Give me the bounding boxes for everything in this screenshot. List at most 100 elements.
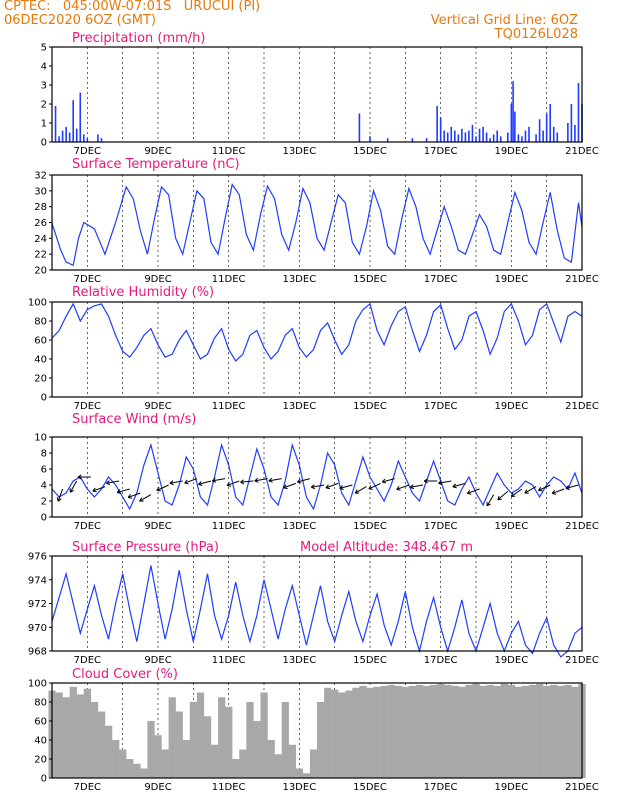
precipitation-bar <box>485 132 488 142</box>
cloud-cover-bar <box>253 721 261 778</box>
precipitation-bar <box>79 92 82 142</box>
precipitation-bar <box>83 134 85 142</box>
temperature-x-tick-label: 17DEC <box>424 274 458 285</box>
cloud-cover-bar <box>479 685 487 778</box>
humidity-series-line <box>51 302 583 362</box>
cloud-cover-bar <box>140 768 148 778</box>
precipitation-y-tick-label: 1 <box>41 119 47 130</box>
precipitation-bar <box>512 81 514 142</box>
wind-vector-arrow <box>139 494 152 502</box>
cloud-cover-y-tick-label: 80 <box>34 698 47 709</box>
precipitation-y-tick-label: 4 <box>41 62 47 73</box>
cloud-cover-bar <box>218 697 226 778</box>
wind-x-tick-label: 15DEC <box>353 521 387 532</box>
temperature-series-line <box>51 183 583 267</box>
pressure-y-tick-label: 974 <box>28 575 47 586</box>
humidity-y-tick-label: 60 <box>34 336 47 347</box>
cloud-cover-x-tick-label: 13DEC <box>282 782 316 793</box>
wind-x-tick-label: 11DEC <box>212 521 246 532</box>
header-location: CPTEC: 045:00W-07:01S URUCUI (PI) <box>4 0 261 14</box>
wind-vector-arrowhead <box>423 478 428 484</box>
pressure-x-tick-label: 15DEC <box>353 655 387 666</box>
cloud-cover-bar <box>126 759 134 778</box>
precipitation-bar <box>507 132 509 142</box>
precipitation-bar <box>545 113 548 142</box>
cloud-cover-bar <box>444 684 452 778</box>
precipitation-y-tick-label: 5 <box>41 43 47 54</box>
wind-vector-arrowhead <box>551 490 557 495</box>
cloud-cover-bar <box>536 683 544 778</box>
wind-title: Surface Wind (m/s) <box>72 412 196 427</box>
pressure-x-tick-label: 21DEC <box>565 655 599 666</box>
cloud-cover-bar <box>359 685 367 778</box>
cloud-cover-bar <box>514 686 523 778</box>
wind-vector-arrow <box>254 478 268 482</box>
cloud-cover-bar <box>182 740 190 778</box>
temperature-y-tick-label: 30 <box>34 186 47 197</box>
cloud-cover-bar <box>493 685 501 778</box>
wind-vector-arrow <box>106 480 120 484</box>
wind-vector-arrow <box>538 484 551 491</box>
cloud-cover-bar <box>260 692 268 778</box>
wind-vector-arrow <box>510 488 523 497</box>
wind-vector-arrow <box>311 484 325 488</box>
cloud-cover-bar <box>571 686 579 778</box>
wind-vector-arrow <box>92 486 106 492</box>
cloud-cover-bar <box>486 684 494 778</box>
precipitation-bar <box>489 138 491 142</box>
wind-vector-arrow <box>268 478 282 482</box>
cloud-cover-bar <box>281 702 289 778</box>
cloud-cover-bar <box>161 749 169 778</box>
cloud-cover-bar <box>147 721 155 778</box>
precipitation-bar <box>514 111 516 142</box>
wind-vector-arrow <box>339 484 353 489</box>
wind-vector-arrow <box>297 478 311 483</box>
wind-vector-arrowhead <box>106 480 111 486</box>
cloud-cover-bar <box>119 749 127 778</box>
wind-vector-arrowhead <box>77 474 82 480</box>
wind-vector-arrow <box>283 482 296 489</box>
wind-vector-arrowhead <box>212 477 217 483</box>
wind-vector-arrow <box>184 478 198 484</box>
wind-vector-arrow <box>368 482 381 490</box>
wind-vector-arrowhead <box>268 477 273 483</box>
cloud-cover-x-tick-label: 9DEC <box>144 782 171 793</box>
cloud-cover-bar <box>394 685 402 778</box>
precipitation-bar <box>58 136 60 142</box>
temperature-x-tick-label: 21DEC <box>565 274 599 285</box>
cloud-cover-bar <box>458 686 466 778</box>
wind-vector-arrowhead <box>310 484 316 490</box>
precipitation-bar <box>454 130 456 142</box>
cloud-cover-bar <box>564 684 572 778</box>
cloud-cover-frame <box>51 682 583 779</box>
wind-x-tick-label: 13DEC <box>282 521 316 532</box>
precipitation-bar <box>461 128 463 142</box>
wind-vector-arrowhead <box>240 479 245 485</box>
cloud-cover-bar <box>521 685 530 778</box>
precipitation-bar <box>521 136 523 142</box>
wind-vector-arrow <box>438 480 452 484</box>
cloud-cover-y-tick-label: 0 <box>41 774 47 785</box>
precipitation-bar <box>425 138 428 142</box>
wind-vector-arrow <box>127 492 141 498</box>
humidity-y-tick-label: 0 <box>41 393 47 404</box>
pressure-series-line <box>51 565 583 658</box>
cloud-cover-bar <box>225 706 233 778</box>
wind-vector-arrow <box>325 482 339 489</box>
precipitation-bar <box>570 104 573 142</box>
cloud-cover-bar <box>267 740 275 778</box>
precipitation-bar <box>443 130 445 142</box>
header-model-id: TQ0126L028 <box>494 27 578 42</box>
wind-x-tick-label: 21DEC <box>565 521 599 532</box>
temperature-x-tick-label: 11DEC <box>212 274 246 285</box>
precipitation-bar <box>75 128 78 142</box>
wind-x-tick-label: 9DEC <box>144 521 171 532</box>
temperature-x-tick-label: 13DEC <box>282 274 316 285</box>
precipitation-bar <box>510 104 513 142</box>
precipitation-y-tick-label: 0 <box>41 138 47 149</box>
wind-vector-arrowhead <box>538 486 543 492</box>
cloud-cover-x-tick-label: 19DEC <box>494 782 528 793</box>
wind-vector-arrow <box>486 494 495 507</box>
wind-series-line <box>51 442 583 511</box>
